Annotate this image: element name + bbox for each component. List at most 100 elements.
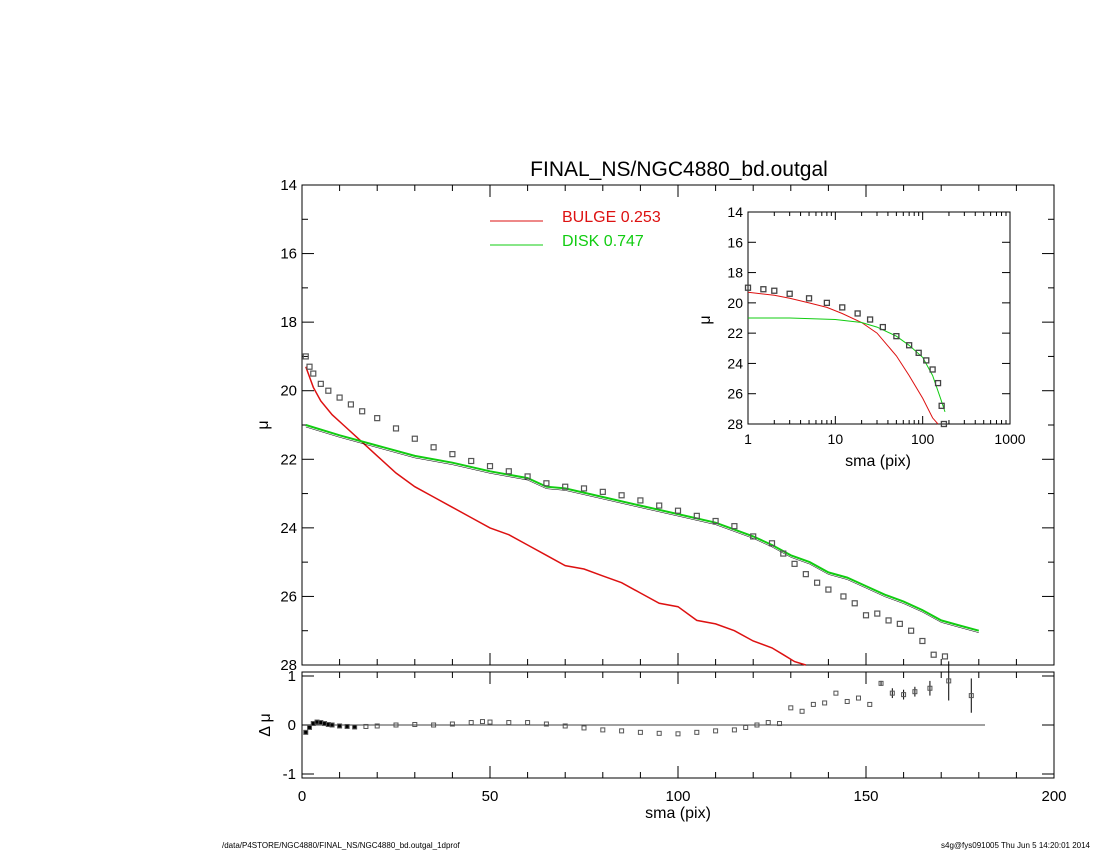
inset-data-point	[854, 310, 861, 317]
residual-point	[581, 725, 587, 731]
y-tick-label: 26	[280, 588, 297, 605]
data-point	[325, 387, 332, 394]
residual-point	[822, 700, 828, 706]
inset-x-tick-label: 1000	[994, 431, 1025, 447]
data-point	[599, 488, 606, 495]
data-point	[310, 370, 317, 377]
data-point	[306, 363, 313, 370]
inset-y-tick-label: 16	[727, 234, 743, 250]
residual-point	[675, 731, 681, 737]
residual-y-tick-label: -1	[283, 766, 296, 783]
inset-data-point	[866, 316, 874, 323]
data-point	[449, 451, 456, 458]
data-point	[347, 401, 354, 408]
data-point	[430, 444, 437, 451]
residual-point	[543, 721, 549, 727]
residual-point	[713, 728, 719, 734]
residual-point	[352, 724, 358, 730]
data-point	[825, 586, 832, 593]
data-point	[524, 473, 531, 480]
residual-point	[637, 729, 643, 735]
data-point	[791, 560, 798, 567]
residual-point	[449, 721, 455, 727]
data-point	[302, 353, 309, 360]
inset-x-tick-label: 1	[744, 431, 752, 447]
data-point	[486, 463, 494, 470]
data-point	[336, 394, 343, 401]
data-point	[505, 468, 512, 475]
data-point	[840, 593, 847, 600]
data-point	[802, 571, 809, 578]
residual-point	[363, 723, 369, 729]
data-point	[562, 483, 569, 490]
x-tick-label: 100	[665, 788, 690, 805]
residual-point	[855, 695, 861, 701]
legend-bulge-label: BULGE 0.253	[562, 209, 661, 226]
inset-data-point	[923, 357, 930, 364]
disk-line-shadow	[305, 426, 979, 633]
data-point	[941, 653, 949, 660]
disk-line	[305, 424, 980, 632]
inset-y-tick-label: 26	[727, 386, 743, 402]
data-point	[768, 540, 776, 547]
inset-x-tick-label: 100	[911, 431, 935, 447]
residual-y-tick-label: 0	[288, 717, 296, 734]
residual-point	[968, 693, 974, 699]
residual-point	[946, 678, 952, 684]
data-point	[731, 523, 738, 530]
inset-y-tick-label: 22	[727, 325, 743, 341]
y-tick-label: 22	[280, 451, 297, 468]
data-point	[317, 380, 324, 387]
residual-point	[878, 680, 884, 686]
inset-data-point	[744, 284, 752, 291]
data-point	[637, 497, 644, 504]
legend-disk-label: DISK 0.747	[562, 233, 644, 250]
residual-point	[743, 724, 749, 730]
residual-point	[412, 722, 418, 728]
residual-y-tick-label: 1	[288, 668, 296, 685]
residual-point	[777, 721, 783, 727]
inset-data-point	[940, 420, 948, 428]
residual-point	[731, 727, 737, 733]
data-point	[862, 612, 870, 619]
inset-x-tick-label: 10	[828, 431, 844, 447]
inset-y-label: μ	[697, 315, 714, 324]
residual-point	[889, 690, 895, 696]
data-point	[580, 485, 588, 492]
data-point	[750, 533, 757, 540]
data-point	[392, 425, 400, 432]
inset-y-tick-label: 18	[727, 265, 743, 281]
residual-point	[754, 722, 760, 728]
data-point	[374, 415, 381, 422]
footer-timestamp: s4g@fys091005 Thu Jun 5 14:20:01 2014	[941, 841, 1091, 850]
inset-data-point	[938, 402, 945, 409]
residual-point	[479, 719, 485, 725]
data-point	[543, 480, 550, 487]
x-tick-label: 50	[482, 788, 499, 805]
residual-point	[844, 698, 850, 704]
residual-point	[912, 689, 918, 695]
residual-y-label: Δ μ	[257, 713, 274, 736]
inset-data-point	[786, 290, 793, 297]
data-point	[712, 517, 719, 525]
y-tick-label: 14	[280, 177, 297, 194]
inset-data-point	[839, 304, 846, 311]
inset-series-group	[744, 284, 948, 428]
data-point	[874, 610, 881, 617]
inset-data-point	[893, 333, 900, 340]
y-tick-label: 24	[280, 520, 297, 537]
residual-point	[867, 701, 873, 707]
y-tick-label: 18	[280, 314, 297, 331]
data-point	[618, 492, 625, 499]
inset-data-point	[760, 286, 767, 293]
residual-point	[393, 722, 399, 728]
chart-title: FINAL_NS/NGC4880_bd.outgal	[530, 158, 828, 181]
data-point	[359, 408, 366, 415]
residual-point	[765, 720, 771, 726]
residual-point	[901, 692, 907, 698]
main-x-ticks	[301, 185, 1055, 665]
legend: BULGE 0.253 DISK 0.747	[490, 209, 661, 250]
data-point	[896, 620, 903, 627]
residual-point	[799, 708, 805, 714]
